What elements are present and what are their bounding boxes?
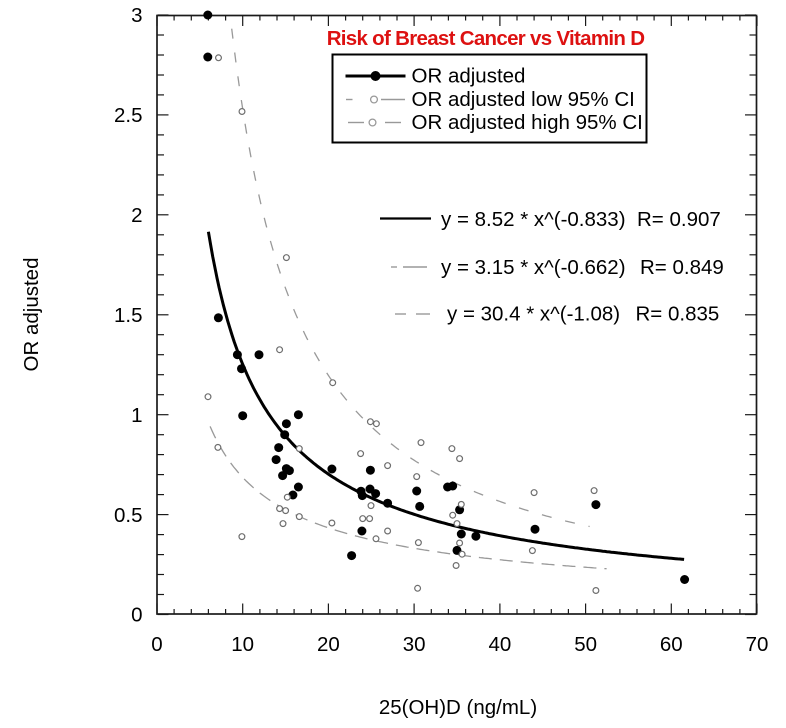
svg-text:2: 2 bbox=[131, 204, 142, 227]
svg-text:OR adjusted high 95% CI: OR adjusted high 95% CI bbox=[412, 111, 643, 134]
svg-text:10: 10 bbox=[231, 633, 254, 656]
svg-text:OR adjusted: OR adjusted bbox=[412, 65, 526, 88]
svg-text:OR adjusted: OR adjusted bbox=[20, 258, 43, 372]
svg-text:y = 8.52 * x^(-0.833): y = 8.52 * x^(-0.833) bbox=[441, 208, 626, 231]
svg-text:40: 40 bbox=[488, 633, 511, 656]
svg-text:R= 0.907: R= 0.907 bbox=[637, 208, 721, 231]
svg-text:R= 0.835: R= 0.835 bbox=[636, 303, 720, 326]
svg-text:30: 30 bbox=[403, 633, 426, 656]
svg-text:2.5: 2.5 bbox=[114, 104, 143, 127]
svg-text:25(OH)D (ng/mL): 25(OH)D (ng/mL) bbox=[379, 696, 537, 719]
svg-text:3: 3 bbox=[131, 4, 142, 27]
svg-text:0: 0 bbox=[151, 633, 162, 656]
svg-text:0: 0 bbox=[131, 604, 142, 627]
svg-text:y = 3.15 * x^(-0.662): y = 3.15 * x^(-0.662) bbox=[441, 256, 626, 279]
svg-text:R= 0.849: R= 0.849 bbox=[640, 256, 724, 279]
svg-text:60: 60 bbox=[660, 633, 683, 656]
svg-text:y = 30.4 * x^(-1.08): y = 30.4 * x^(-1.08) bbox=[447, 303, 620, 326]
svg-text:70: 70 bbox=[746, 633, 769, 656]
svg-text:0.5: 0.5 bbox=[114, 504, 143, 527]
svg-text:50: 50 bbox=[574, 633, 597, 656]
svg-text:OR adjusted low 95% CI: OR adjusted low 95% CI bbox=[412, 88, 635, 111]
svg-text:1.5: 1.5 bbox=[114, 304, 143, 327]
svg-text:Risk of Breast Cancer vs Vitam: Risk of Breast Cancer vs Vitamin D bbox=[327, 27, 645, 50]
svg-text:20: 20 bbox=[317, 633, 340, 656]
svg-text:1: 1 bbox=[131, 404, 142, 427]
